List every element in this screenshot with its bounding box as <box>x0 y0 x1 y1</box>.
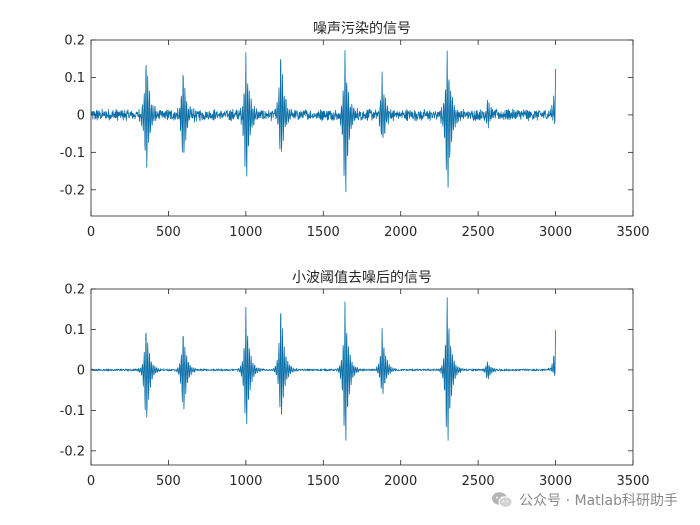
x-tick-label: 3500 <box>616 225 649 240</box>
y-tick-label: 0.2 <box>64 34 85 49</box>
chart-panel-2: 0 500 1000 1500 2000 2500 3000 3500 -0.2 -0.1 0 0.1… <box>60 270 650 489</box>
chart-panel-1: 0 500 1000 1500 2000 2500 3000 3500 -0.2 -0.1 0 0.1… <box>60 21 650 240</box>
x-tick-label: 2000 <box>384 225 417 240</box>
watermark-text: 公众号 · Matlab科研助手 <box>519 493 678 509</box>
signal-series-line <box>91 50 556 193</box>
chart-title: 小波阈值去噪后的信号 <box>292 270 432 286</box>
y-tick-label: 0.2 <box>64 283 85 298</box>
y-tick-label: -0.1 <box>60 146 85 161</box>
y-tick-label: 0.1 <box>64 71 85 86</box>
x-tick-label: 1000 <box>229 225 262 240</box>
x-tick-label: 3500 <box>616 474 649 489</box>
y-tick-label: -0.1 <box>60 404 85 419</box>
y-tick-label: 0 <box>77 108 85 123</box>
x-tick-label: 0 <box>87 474 95 489</box>
wechat-icon <box>492 492 513 508</box>
x-tick-label: 2500 <box>462 474 495 489</box>
plot-area <box>90 288 634 466</box>
x-tick-label: 2500 <box>462 225 495 240</box>
watermark: 公众号 · Matlab科研助手 <box>491 489 678 511</box>
x-tick-label: 500 <box>156 225 181 240</box>
x-tick-label: 0 <box>87 225 95 240</box>
y-tick-label: 0.1 <box>64 323 85 338</box>
chart-title: 噪声污染的信号 <box>313 21 411 37</box>
y-tick-label: -0.2 <box>60 183 85 198</box>
y-tick-label: 0 <box>77 363 85 378</box>
x-tick-label: 3000 <box>539 474 572 489</box>
x-tick-label: 1500 <box>307 474 340 489</box>
plot-area <box>90 39 634 217</box>
x-tick-label: 3000 <box>539 225 572 240</box>
x-tick-label: 1500 <box>307 225 340 240</box>
x-tick-label: 2000 <box>384 474 417 489</box>
signal-series-line <box>91 297 556 441</box>
x-tick-label: 500 <box>156 474 181 489</box>
y-tick-label: -0.2 <box>60 444 85 459</box>
x-tick-label: 1000 <box>229 474 262 489</box>
